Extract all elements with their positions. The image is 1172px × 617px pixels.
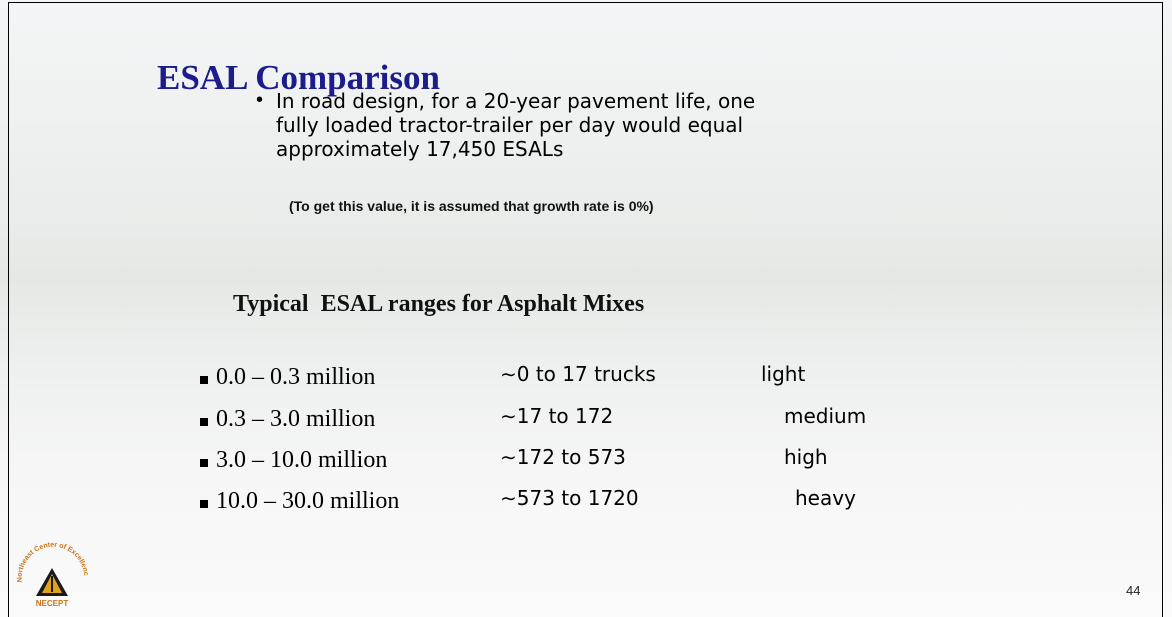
esal-range: 3.0 – 10.0 million — [216, 447, 387, 474]
bullet-square — [200, 418, 208, 426]
range-row: 0.3 – 3.0 million ∼17 to 172 medium — [0, 404, 1172, 444]
page-number: 44 — [1126, 583, 1140, 598]
note: (To get this value, it is assumed that g… — [289, 198, 654, 214]
bullet-dot: • — [256, 89, 263, 112]
range-row: 3.0 – 10.0 million ∼172 to 573 high — [0, 445, 1172, 485]
truck-count: ∼573 to 1720 — [500, 486, 639, 510]
range-row: 10.0 – 30.0 million ∼573 to 1720 heavy — [0, 486, 1172, 526]
range-row: 0.0 – 0.3 million ∼0 to 17 trucks light — [0, 362, 1172, 402]
traffic-level: heavy — [795, 486, 856, 510]
bullet-square — [200, 459, 208, 467]
bullet-text: In road design, for a 20-year pavement l… — [276, 89, 796, 161]
esal-range: 0.3 – 3.0 million — [216, 406, 375, 433]
esal-range: 10.0 – 30.0 million — [216, 488, 399, 515]
truck-count: ∼0 to 17 trucks — [500, 362, 656, 386]
logo: Northeast Center of Excellence for Pavem… — [14, 540, 94, 610]
traffic-level: medium — [784, 404, 866, 428]
bullet-square — [200, 376, 208, 384]
traffic-level: high — [784, 445, 828, 469]
bullet-square — [200, 500, 208, 508]
traffic-level: light — [761, 362, 805, 386]
esal-range: 0.0 – 0.3 million — [216, 364, 375, 391]
slide: ESAL Comparison • In road design, for a … — [0, 0, 1172, 617]
subheading: Typical ESAL ranges for Asphalt Mixes — [233, 291, 644, 318]
logo-label: NECEPT — [36, 599, 69, 608]
truck-count: ∼172 to 573 — [500, 445, 626, 469]
truck-count: ∼17 to 172 — [500, 404, 613, 428]
